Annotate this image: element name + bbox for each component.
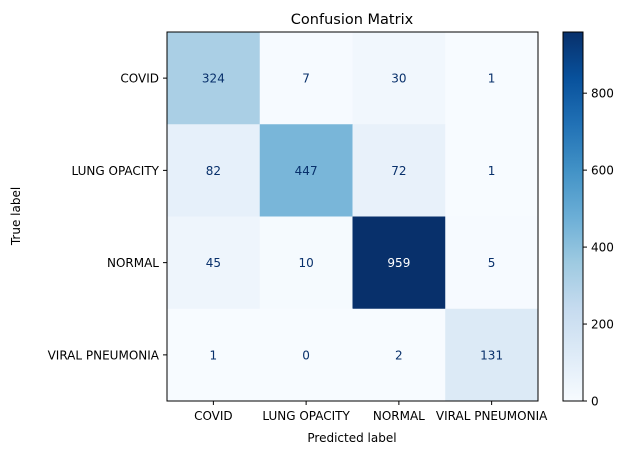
cell-value-label: 324 <box>202 72 225 86</box>
heatmap-cell <box>445 32 539 125</box>
cell-value-label: 82 <box>206 164 221 178</box>
heatmap-cell <box>167 308 261 402</box>
colorbar-tick-label: 600 <box>591 164 614 178</box>
heatmap-cell <box>445 216 539 310</box>
x-tick-label: LUNG OPACITY <box>262 409 350 423</box>
heatmap-cell <box>352 308 446 402</box>
x-tick-label: NORMAL <box>373 409 425 423</box>
colorbar-tick-label: 200 <box>591 318 614 332</box>
colorbar-tick-label: 800 <box>591 87 614 101</box>
heatmap-cell <box>352 124 446 217</box>
heatmap-cell <box>167 124 261 217</box>
x-axis-ticks: COVID LUNG OPACITY NORMAL VIRAL PNEUMONIA <box>194 401 548 423</box>
x-tick-label: COVID <box>194 409 233 423</box>
y-tick-label: VIRAL PNEUMONIA <box>48 348 160 362</box>
cell-value-label: 2 <box>395 348 403 362</box>
y-tick-label: NORMAL <box>107 256 159 270</box>
colorbar-tick-label: 400 <box>591 241 614 255</box>
cell-value-label: 1 <box>488 164 496 178</box>
heatmap-cell <box>445 308 539 402</box>
colorbar-ticks: 0 200 400 600 800 <box>583 87 614 409</box>
heatmap-cell <box>445 124 539 217</box>
y-tick-label: LUNG OPACITY <box>72 164 160 178</box>
heatmap-cell <box>259 308 353 402</box>
cell-value-label: 10 <box>298 256 313 270</box>
heatmap-cell <box>352 32 446 125</box>
y-tick-label: COVID <box>120 72 159 86</box>
plot-frame <box>166 31 539 402</box>
cell-value-label: 1 <box>488 72 496 86</box>
colorbar-tick-label: 0 <box>591 395 599 409</box>
cell-value-label: 30 <box>391 72 406 86</box>
heatmap-cell <box>167 216 261 310</box>
y-axis-label: True label <box>9 187 23 246</box>
heatmap-cells <box>167 32 539 402</box>
heatmap-cell <box>352 216 446 310</box>
heatmap-cell <box>259 32 353 125</box>
cell-value-label: 72 <box>391 164 406 178</box>
cell-value-label: 5 <box>488 256 496 270</box>
cell-value-label: 959 <box>387 256 410 270</box>
cell-value-label: 0 <box>302 348 310 362</box>
y-axis-ticks: COVID LUNG OPACITY NORMAL VIRAL PNEUMONIA <box>48 72 167 362</box>
x-tick-label: VIRAL PNEUMONIA <box>436 409 548 423</box>
cell-value-label: 447 <box>295 164 318 178</box>
heatmap-cell-labels: 324 7 30 182 447 72 145 10 959 51 0 2 131 <box>202 72 503 363</box>
heatmap-cell <box>167 32 261 125</box>
colorbar <box>562 31 584 402</box>
cell-value-label: 131 <box>480 348 503 362</box>
heatmap-cell <box>259 124 353 217</box>
cell-value-label: 45 <box>206 256 221 270</box>
cell-value-label: 1 <box>210 348 218 362</box>
heatmap-cell <box>259 216 353 310</box>
chart-title: Confusion Matrix <box>291 12 414 28</box>
x-axis-label: Predicted label <box>307 431 396 445</box>
cell-value-label: 7 <box>302 72 310 86</box>
